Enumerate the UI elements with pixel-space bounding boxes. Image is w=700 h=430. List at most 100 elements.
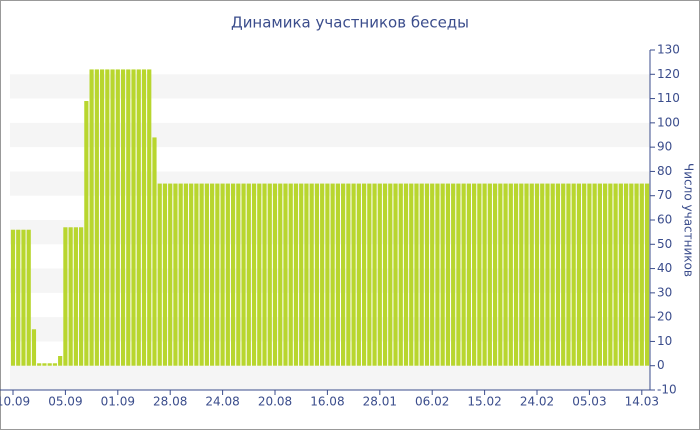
bar [325,183,330,366]
bar [210,183,215,366]
bar [555,183,561,366]
bar [257,183,262,366]
bar [10,229,16,366]
y-tick-label: 40 [657,261,672,275]
bar [42,363,47,366]
bar [367,183,372,366]
x-tick-label: 05.03 [572,395,606,409]
bar [194,183,199,366]
y-tick-label: 20 [657,310,672,324]
bar [346,183,351,366]
x-tick-label: 06.02 [415,395,449,409]
bar [79,227,84,366]
bar [157,183,162,366]
bar [335,183,340,366]
bar [304,183,309,366]
bar [31,329,37,366]
bar [283,183,288,366]
bar [372,183,377,366]
bar [576,183,582,366]
bar [587,183,592,366]
bar [314,183,320,366]
bar [351,183,356,366]
y-tick-label: 70 [657,188,672,202]
bar [582,183,587,366]
bar [466,183,471,366]
bar [409,183,414,366]
y-tick-label: 80 [657,164,672,178]
bar [644,183,650,366]
bar [592,183,597,366]
y-tick-label: 90 [657,140,672,154]
y-tick-label: 0 [657,358,665,372]
bar [540,183,545,366]
marks [10,69,650,366]
bar [618,183,623,366]
bar [236,183,241,366]
bar [398,183,403,366]
x-tick-label: 20.08 [258,395,292,409]
bar [241,183,246,366]
y-tick-label: 120 [657,67,680,81]
x-tick-label: 01.09 [101,395,135,409]
bar [498,183,503,366]
bar [513,183,519,366]
bar [63,227,68,366]
bar [21,229,26,366]
x-tick-label: 16.08 [310,395,344,409]
bar [430,183,435,366]
bar [461,183,466,366]
bar [16,229,21,366]
x-tick-label: 10.09 [0,395,30,409]
bar [603,183,608,366]
bar [110,69,115,366]
bar [608,183,613,366]
x-tick-label: 24.02 [520,395,554,409]
y-tick-label: 60 [657,213,672,227]
bar [141,69,147,366]
y-tick-label: 50 [657,237,672,251]
bar [299,183,304,366]
bar [147,69,152,366]
bar [52,363,58,366]
bar [330,183,335,366]
bar [534,183,540,366]
bar [545,183,550,366]
bar [629,183,634,366]
x-tick-label: 24.08 [205,395,239,409]
x-tick-label: 14.03 [625,395,659,409]
bar [58,356,63,366]
bar [115,69,120,366]
bar [414,183,419,366]
grid-band [10,365,650,390]
bar [89,69,94,366]
bar [215,183,220,366]
bar [162,183,168,366]
bar [403,183,409,366]
bar [503,183,508,366]
chart-title: Динамика участников беседы [231,14,469,32]
bar [492,183,498,366]
bar [487,183,492,366]
x-tick-label: 28.08 [153,395,187,409]
bar [251,183,257,366]
bar [382,183,388,366]
bar [47,363,52,366]
bar [320,183,325,366]
y-tick-label: 10 [657,334,672,348]
bar [204,183,209,366]
bar [445,183,451,366]
bar [571,183,576,366]
bar [356,183,361,366]
bar [278,183,283,366]
bar [435,183,440,366]
bar [456,183,461,366]
bar [309,183,314,366]
bar [388,183,393,366]
bar [288,183,293,366]
bar [561,183,566,366]
bar [131,69,136,366]
bar [225,183,230,366]
bar [178,183,183,366]
